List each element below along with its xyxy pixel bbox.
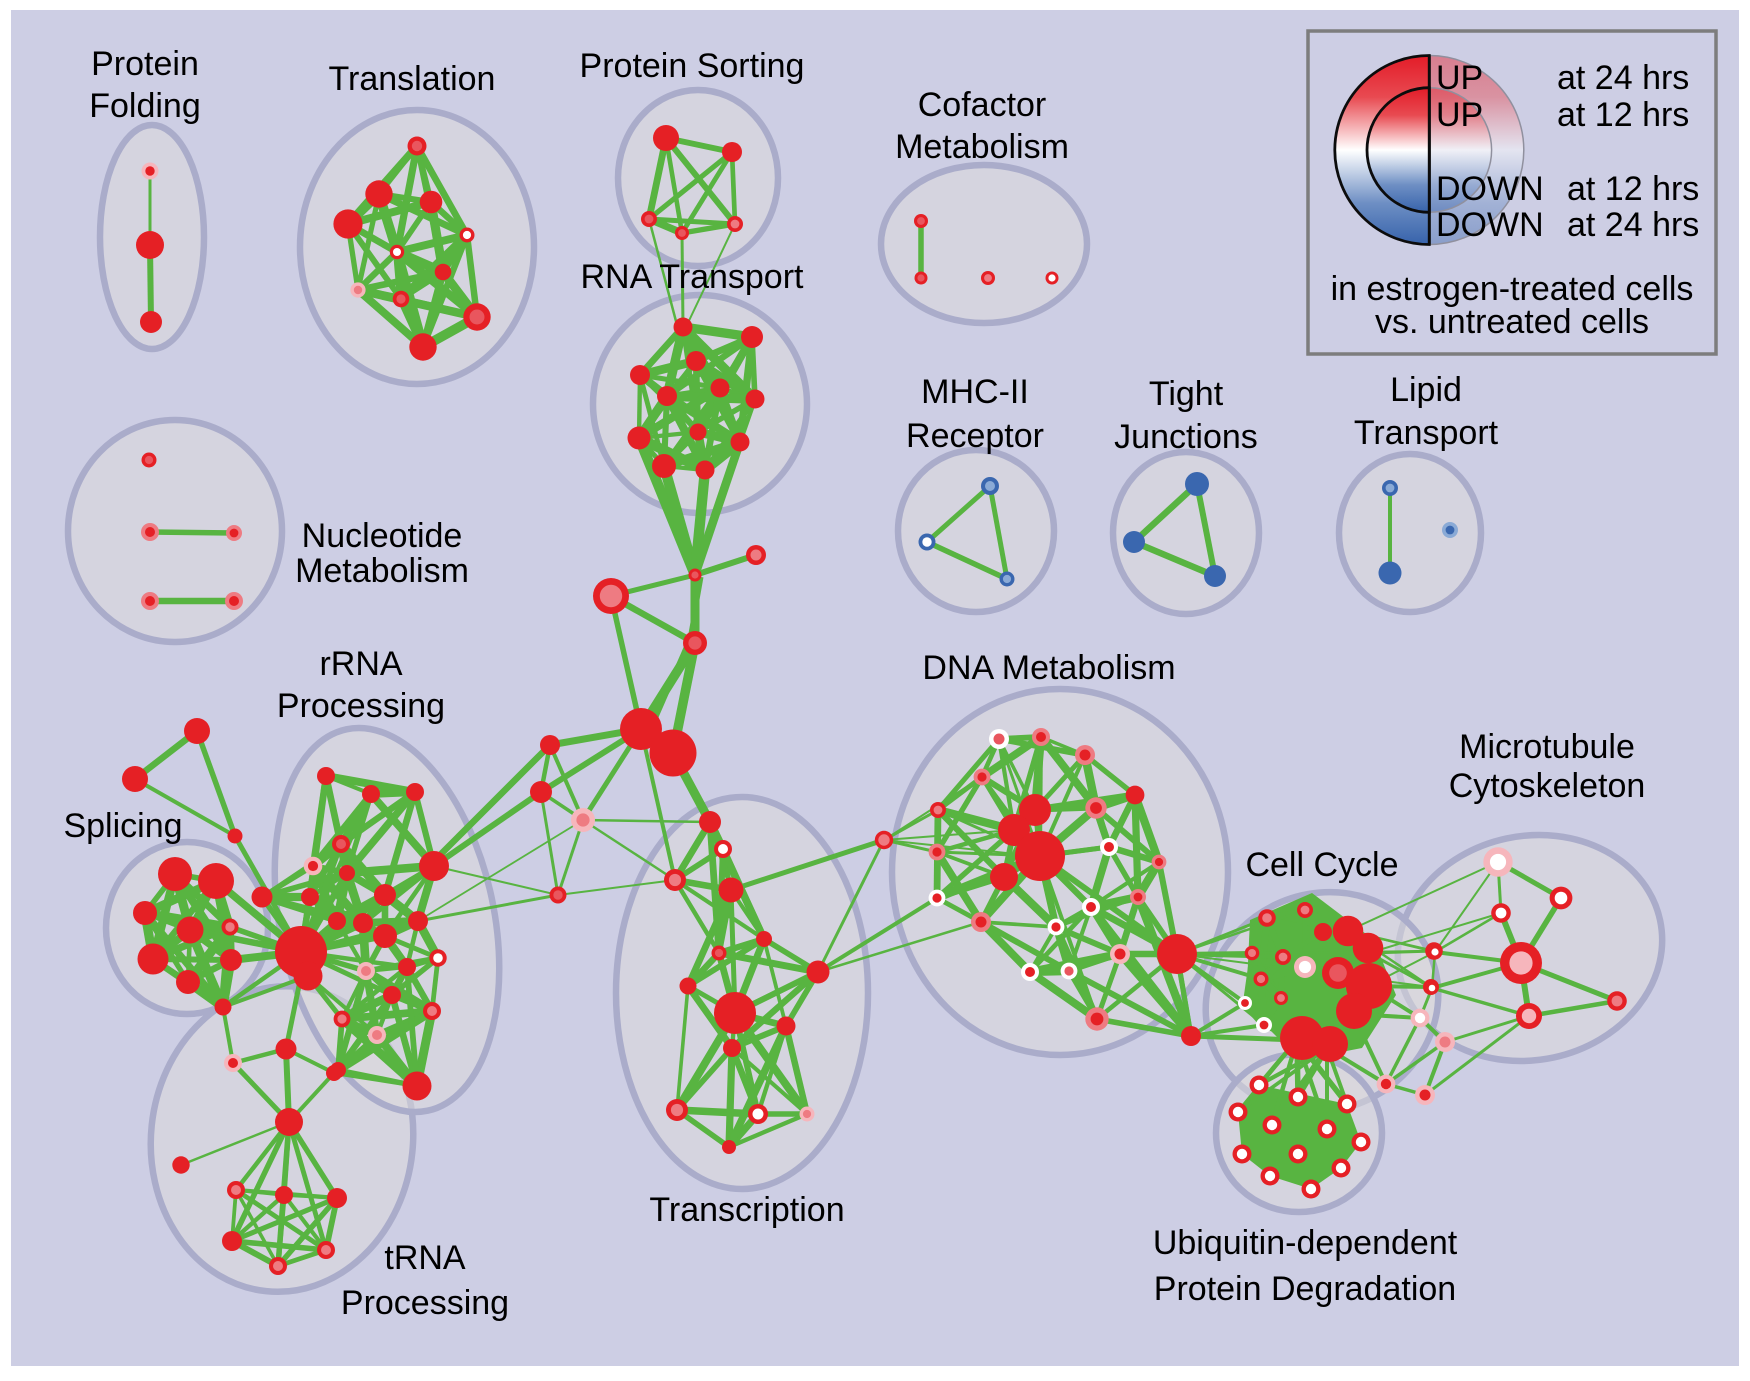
svg-text:at 24 hrs: at 24 hrs (1567, 206, 1699, 244)
svg-text:Transcription: Transcription (649, 1191, 844, 1229)
svg-text:Protein Degradation: Protein Degradation (1154, 1270, 1456, 1308)
svg-text:Transport: Transport (1354, 414, 1499, 452)
svg-text:DOWN: DOWN (1436, 206, 1544, 244)
svg-text:Protein: Protein (91, 45, 199, 83)
svg-text:Folding: Folding (89, 87, 201, 125)
svg-text:at 12 hrs: at 12 hrs (1567, 170, 1699, 208)
svg-text:Cell Cycle: Cell Cycle (1245, 846, 1398, 884)
svg-text:Splicing: Splicing (63, 807, 182, 845)
svg-text:RNA Transport: RNA Transport (581, 258, 805, 296)
svg-text:Cytoskeleton: Cytoskeleton (1449, 767, 1646, 805)
svg-text:in estrogen-treated cells: in estrogen-treated cells (1331, 270, 1694, 308)
svg-text:vs. untreated cells: vs. untreated cells (1375, 303, 1649, 341)
svg-text:Nucleotide: Nucleotide (302, 517, 463, 555)
svg-text:Microtubule: Microtubule (1459, 728, 1635, 766)
svg-text:Protein Sorting: Protein Sorting (580, 47, 805, 85)
svg-text:DOWN: DOWN (1436, 170, 1544, 208)
svg-text:Metabolism: Metabolism (295, 552, 469, 590)
svg-text:Processing: Processing (277, 687, 445, 725)
svg-text:Receptor: Receptor (906, 417, 1044, 455)
svg-text:rRNA: rRNA (319, 645, 402, 683)
svg-text:Ubiquitin-dependent: Ubiquitin-dependent (1153, 1224, 1458, 1262)
svg-text:Processing: Processing (341, 1284, 509, 1322)
svg-text:tRNA: tRNA (384, 1239, 466, 1277)
svg-text:MHC-II: MHC-II (921, 373, 1029, 411)
svg-text:at 24 hrs: at 24 hrs (1557, 59, 1689, 97)
svg-text:Tight: Tight (1149, 375, 1224, 413)
svg-text:DNA Metabolism: DNA Metabolism (922, 649, 1175, 687)
svg-text:UP: UP (1436, 59, 1483, 97)
svg-text:Junctions: Junctions (1114, 418, 1258, 456)
svg-text:UP: UP (1436, 96, 1483, 134)
svg-text:Metabolism: Metabolism (895, 128, 1069, 166)
svg-text:Translation: Translation (329, 60, 496, 98)
svg-text:Lipid: Lipid (1390, 371, 1462, 409)
svg-text:at 12 hrs: at 12 hrs (1557, 96, 1689, 134)
svg-text:Cofactor: Cofactor (918, 86, 1047, 124)
